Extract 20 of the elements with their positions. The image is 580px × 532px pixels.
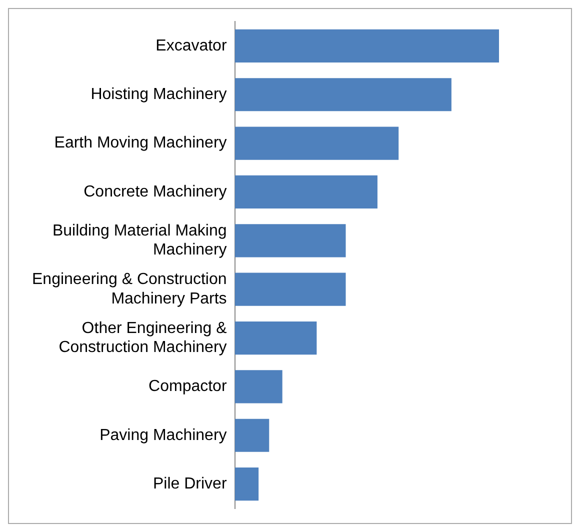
bar	[234, 370, 282, 404]
bar	[234, 468, 259, 501]
y-tick-label: Other Engineering & Construction Machinery	[58, 320, 228, 356]
bar	[234, 272, 346, 306]
y-tick-label: Excavator	[156, 37, 228, 54]
y-tick-label: Engineering & Construction Machinery Parts	[32, 271, 227, 308]
y-tick-label: Paving Machinery	[100, 426, 227, 444]
y-tick-label: Earth Moving Machinery	[54, 134, 227, 152]
bar	[234, 418, 270, 452]
y-tick-label: Pile Driver	[152, 475, 228, 492]
y-tick-label: Compactor	[148, 378, 228, 396]
y-tick-label: Hoisting Machinery	[90, 86, 227, 104]
bar	[234, 321, 317, 355]
bar	[234, 78, 452, 112]
bar	[234, 126, 399, 160]
y-tick-label: Building Material Making Machinery	[52, 222, 227, 259]
bar	[234, 29, 499, 62]
bar	[234, 224, 346, 258]
bar	[234, 175, 378, 209]
y-tick-label: Concrete Machinery	[84, 183, 227, 200]
